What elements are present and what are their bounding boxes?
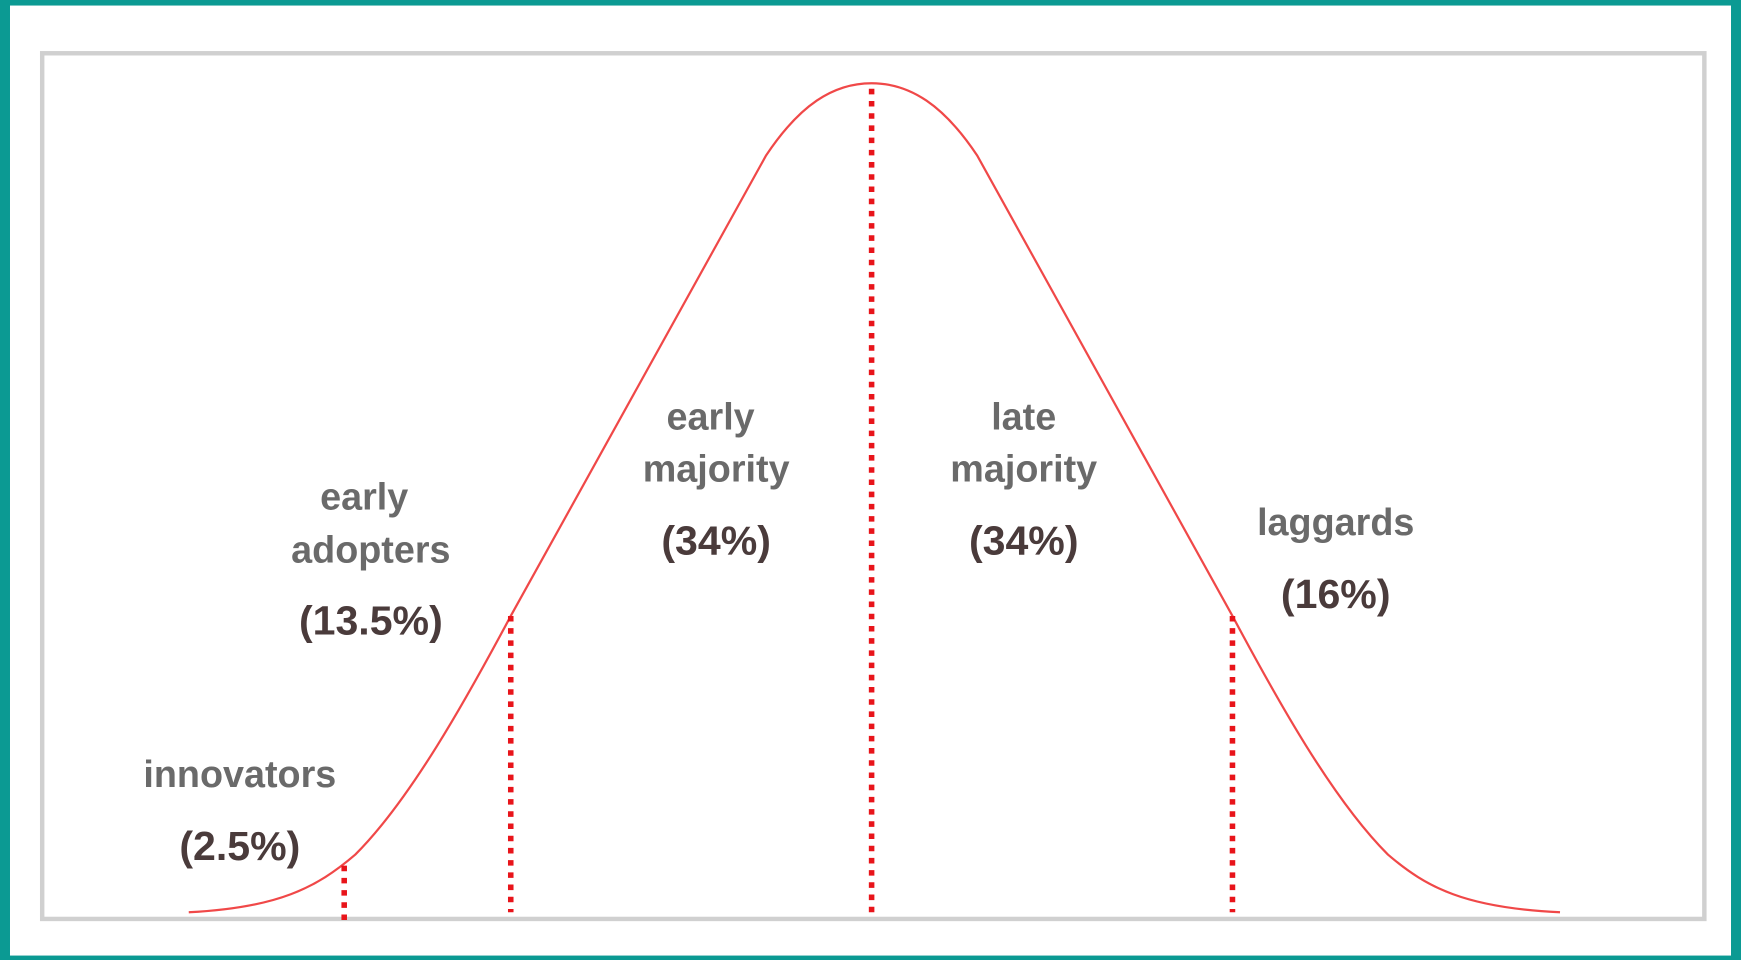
segment-share: (2.5%) [179, 823, 300, 869]
segment-share: (13.5%) [299, 598, 443, 644]
segment-label: adopters [291, 529, 450, 571]
segment-label: laggards [1257, 501, 1414, 543]
segment-share: (34%) [661, 518, 771, 564]
segment-label: early [667, 395, 755, 437]
segment-label: early [320, 475, 408, 517]
segment-share: (34%) [969, 518, 1079, 564]
segment-label: innovators [143, 753, 336, 795]
segment-label: majority [950, 448, 1097, 490]
segment-label: late [991, 395, 1056, 437]
segment-share: (16%) [1281, 571, 1391, 617]
segment-label: majority [643, 448, 790, 490]
bell-curve [188, 82, 1561, 914]
